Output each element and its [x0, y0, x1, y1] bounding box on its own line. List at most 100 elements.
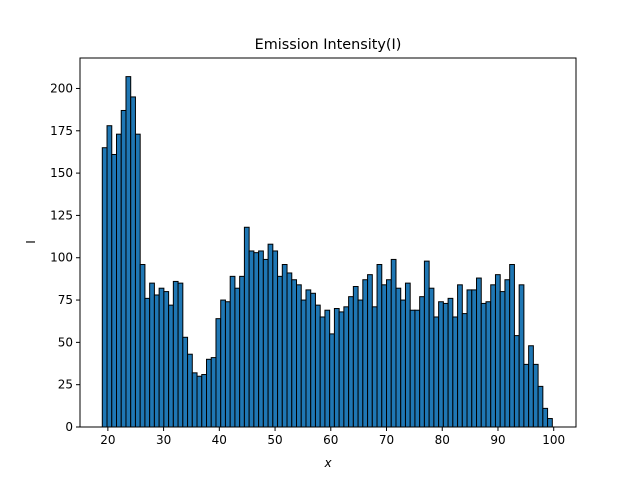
bar	[442, 302, 449, 428]
bar	[419, 296, 425, 428]
x-tick-label: 90	[490, 433, 505, 447]
y-tick-label: 150	[50, 166, 73, 180]
x-tick-label: 20	[100, 433, 115, 447]
bar	[513, 335, 520, 428]
bar	[480, 302, 487, 428]
bar	[381, 284, 388, 428]
bar	[532, 363, 539, 428]
bar	[343, 306, 350, 428]
bar	[258, 250, 264, 428]
bar	[215, 318, 222, 428]
bar	[547, 418, 553, 428]
bar	[542, 407, 549, 428]
bar	[106, 125, 113, 428]
bar	[281, 264, 288, 428]
bar	[149, 282, 155, 428]
y-tick-label: 25	[58, 378, 73, 392]
bar	[371, 306, 378, 428]
bar	[433, 316, 440, 428]
axes-frame	[79, 57, 577, 428]
bar	[296, 284, 302, 428]
bar	[457, 284, 463, 428]
bar	[187, 353, 193, 428]
bar	[490, 284, 496, 428]
y-tick-label: 175	[50, 124, 73, 138]
x-tick-label: 30	[156, 433, 171, 447]
bar	[338, 311, 345, 428]
bar	[367, 274, 373, 428]
bar	[177, 282, 184, 428]
bar	[329, 333, 335, 428]
bar	[158, 287, 165, 428]
bar	[409, 309, 416, 428]
bar	[234, 287, 241, 428]
bar	[452, 316, 459, 428]
bar	[201, 374, 208, 428]
chart-title: Emission Intensity(I)	[255, 37, 402, 53]
bar	[518, 284, 525, 428]
bar	[404, 282, 411, 428]
bar	[139, 264, 146, 428]
bar	[376, 264, 383, 428]
bar	[395, 287, 402, 428]
bar	[471, 289, 478, 428]
bar	[324, 309, 331, 428]
bar	[229, 275, 236, 428]
bar	[438, 301, 444, 428]
y-tick-label: 125	[50, 208, 73, 222]
y-axis-label: I	[24, 240, 38, 244]
bar	[509, 264, 515, 428]
bar	[390, 258, 397, 428]
y-tick-label: 75	[58, 293, 73, 307]
bar	[267, 243, 274, 428]
bar	[130, 96, 136, 428]
bar	[134, 133, 141, 428]
bar	[314, 304, 321, 428]
bar	[125, 76, 132, 428]
bar	[168, 304, 174, 428]
bar	[191, 372, 198, 428]
bar	[466, 289, 473, 428]
bar	[537, 385, 544, 428]
x-tick-label: 100	[542, 433, 565, 447]
x-axis-label: x	[323, 456, 332, 470]
bar	[494, 274, 501, 428]
bar	[400, 299, 406, 428]
bar	[163, 291, 170, 428]
y-tick-label: 100	[50, 251, 73, 265]
y-tick-label: 200	[50, 81, 73, 95]
bar	[153, 294, 160, 428]
bar	[206, 358, 212, 428]
bar	[523, 363, 530, 428]
bar	[116, 133, 122, 428]
bar	[499, 291, 506, 428]
bar	[333, 308, 340, 428]
bar	[182, 336, 189, 428]
bar	[414, 309, 421, 428]
bar	[111, 153, 118, 428]
bar	[357, 299, 364, 428]
bar	[243, 226, 250, 428]
bar	[300, 299, 307, 428]
x-tick-label: 60	[323, 433, 338, 447]
bar	[239, 275, 245, 428]
x-tick-label: 70	[379, 433, 394, 447]
bar	[210, 357, 217, 428]
x-tick-label: 50	[267, 433, 282, 447]
bar	[172, 280, 179, 428]
bar	[428, 287, 435, 428]
bar	[220, 299, 226, 428]
bar	[120, 109, 127, 428]
bar	[310, 292, 316, 428]
bar	[196, 375, 203, 428]
bar	[447, 297, 454, 428]
bar	[423, 260, 430, 428]
bar	[319, 316, 326, 428]
bar	[386, 279, 392, 428]
bar	[504, 279, 511, 428]
bar	[348, 296, 354, 428]
bar	[485, 301, 492, 428]
bar	[528, 345, 534, 428]
x-tick-label: 80	[435, 433, 450, 447]
bar	[272, 250, 279, 428]
